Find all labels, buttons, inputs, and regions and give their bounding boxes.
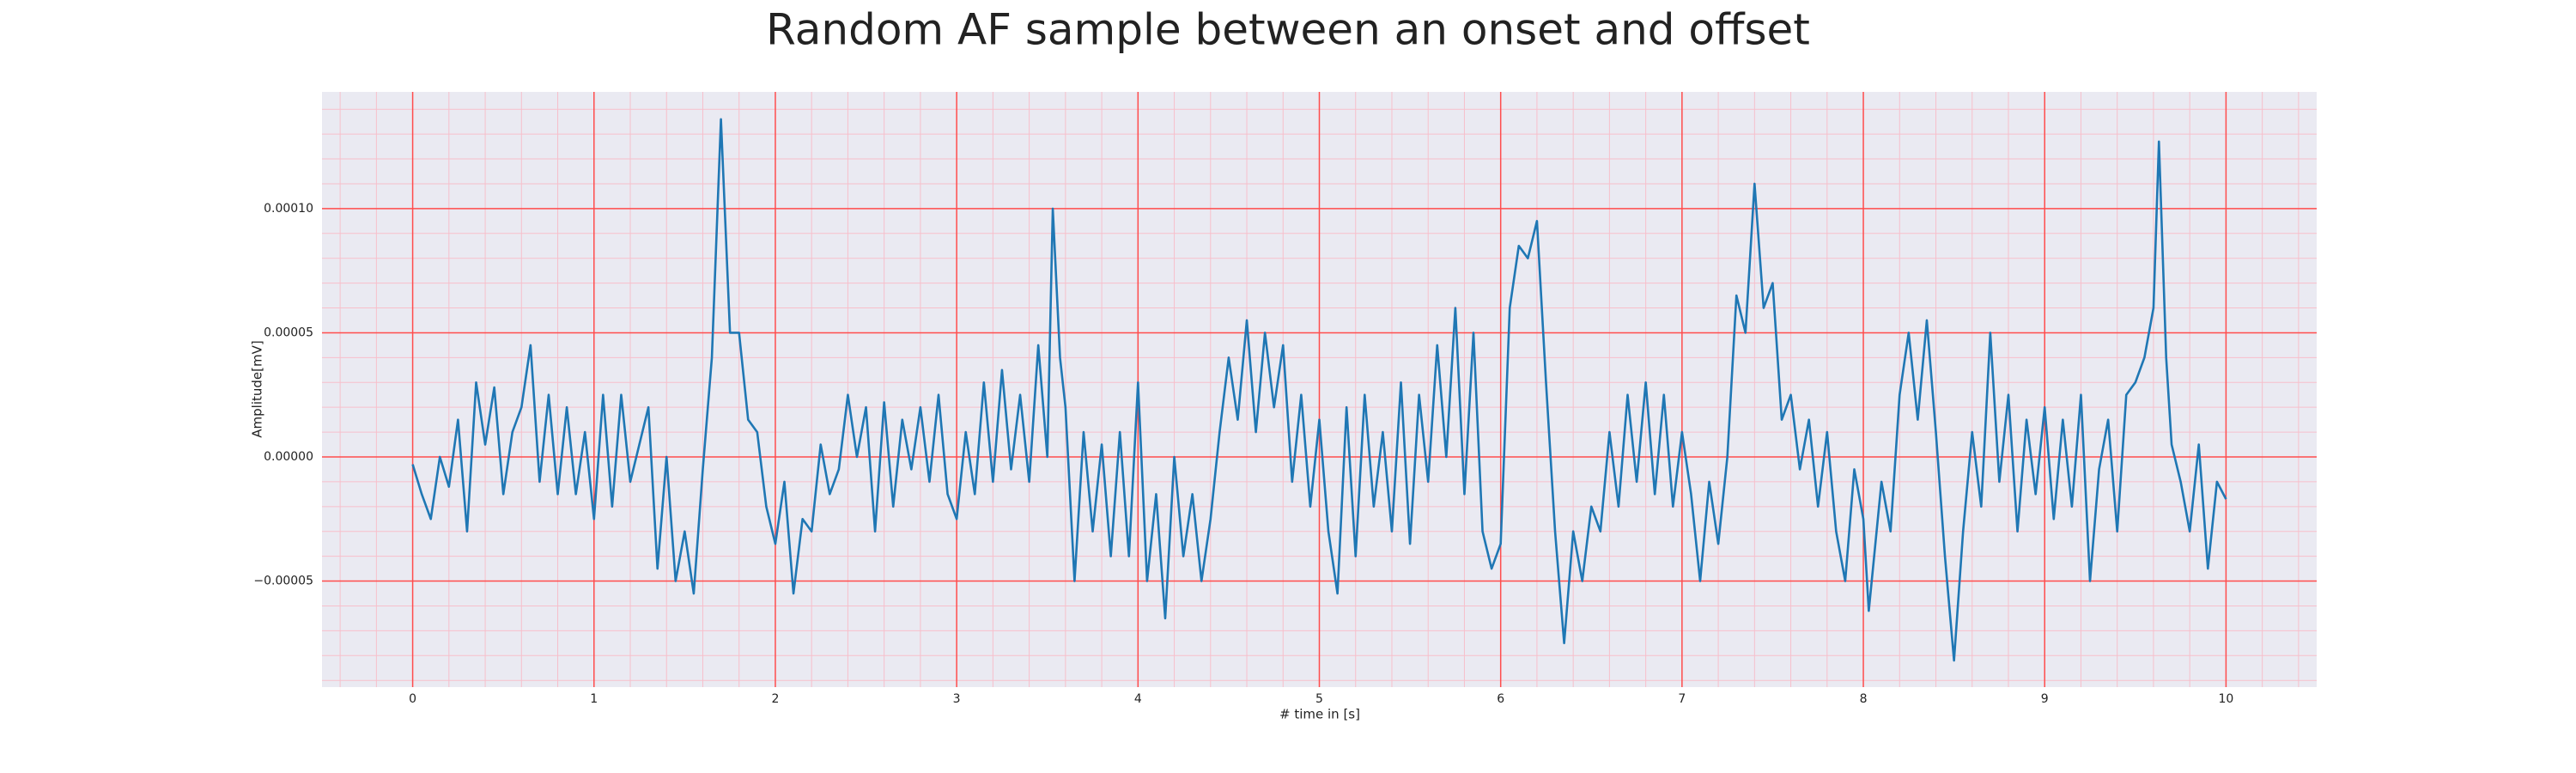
y-tick-label: −0.00005 [253,575,313,588]
x-tick-label: 0 [409,692,416,706]
x-axis-label: # time in [s] [1279,707,1360,722]
x-tick-label: 9 [2041,692,2049,706]
signal-line [411,118,2227,662]
y-axis-label: Amplitude[mV] [250,340,265,437]
x-tick-label: 7 [1678,692,1686,706]
x-tick-label: 2 [771,692,779,706]
x-tick-label: 5 [1315,692,1323,706]
x-tick-label: 4 [1134,692,1142,706]
x-tick-label: 3 [953,692,961,706]
x-tick-label: 8 [1860,692,1868,706]
x-tick-label: 6 [1497,692,1504,706]
x-tick-label: 10 [2218,692,2233,706]
chart-title: Random AF sample between an onset and of… [766,5,1810,55]
y-tick-label: 0.00000 [264,450,313,464]
x-tick-label: 1 [590,692,598,706]
y-tick-label: 0.00005 [264,326,313,339]
y-tick-label: 0.00010 [264,202,313,216]
